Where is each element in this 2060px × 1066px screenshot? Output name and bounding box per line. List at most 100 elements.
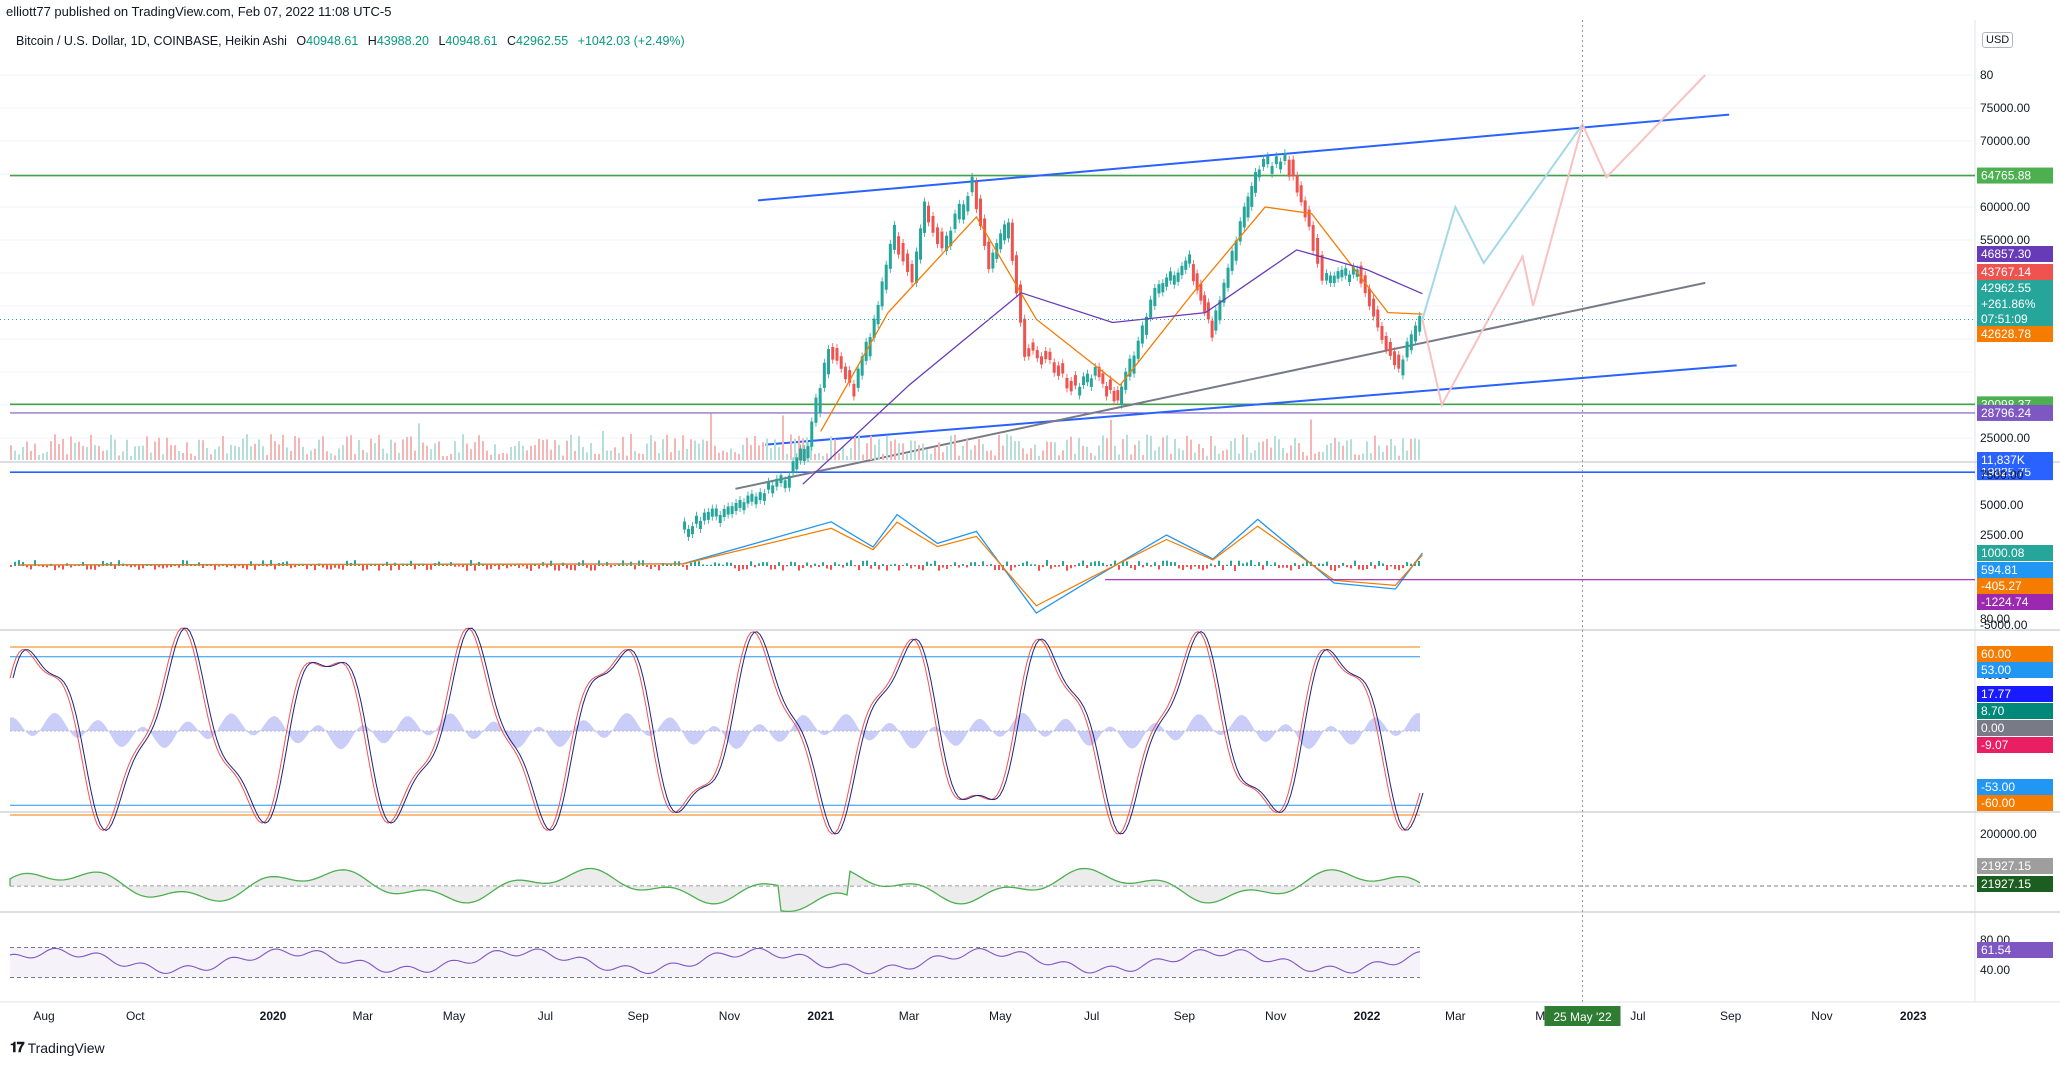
macd-hist-bar [806, 562, 808, 566]
volume-bar [778, 447, 780, 460]
macd-hist-bar [474, 565, 476, 571]
macd-hist-bar [1182, 565, 1184, 571]
time-axis-tick: Mar [899, 1009, 920, 1023]
high-label: H [367, 34, 377, 48]
currency-button[interactable]: USD [1982, 32, 2014, 48]
volume-bar [570, 434, 572, 460]
volume-bar [334, 455, 336, 460]
stoch-label: 0.00 [1981, 721, 2005, 735]
stoch-label: 17.77 [1981, 687, 2011, 701]
candle [949, 230, 953, 247]
macd-hist-bar [1306, 560, 1308, 566]
candle [1044, 351, 1048, 360]
price-axis-tick: 80 [1980, 68, 1994, 82]
macd-hist-bar [1038, 565, 1040, 571]
volume-bar [226, 453, 228, 460]
volume-bar [106, 450, 108, 460]
macd-hist-bar [1050, 565, 1052, 569]
candle [1210, 320, 1214, 338]
volume-bar [1374, 435, 1376, 460]
stoch-label-bg [1977, 703, 2053, 719]
macd-hist-bar [1018, 564, 1020, 566]
macd-hist-bar [854, 565, 856, 567]
macd-hist-bar [1398, 565, 1400, 571]
volume-bar [154, 441, 156, 460]
volume-bar [658, 453, 660, 460]
volume-bar [1394, 445, 1396, 460]
macd-axis-tick: 2500.00 [1980, 528, 2024, 542]
macd-hist-bar [454, 565, 456, 567]
volume-bar [1310, 419, 1312, 460]
price-label-bg [1977, 264, 2053, 280]
macd-hist-bar [1178, 565, 1180, 569]
time-axis-tick: Sep [627, 1009, 649, 1023]
candle [897, 236, 901, 255]
volume-bar [458, 452, 460, 460]
macd-hist-bar [1202, 565, 1204, 571]
vol-label: 21927.15 [1981, 877, 2031, 891]
macd-hist-bar [1366, 565, 1368, 570]
candle [1295, 175, 1299, 193]
price-label: 43767.14 [1981, 265, 2031, 279]
volume-bar [418, 423, 420, 460]
volume-bar [994, 455, 996, 460]
volume-bar [598, 454, 600, 460]
volume-bar [182, 452, 184, 460]
macd-hist-bar [26, 565, 28, 568]
macd-hist-bar [134, 565, 136, 567]
macd-hist-bar [646, 565, 648, 568]
volume-bar [1066, 439, 1068, 460]
volume-bar [398, 452, 400, 460]
time-axis-tick: Mar [352, 1009, 373, 1023]
volume-bar [1198, 443, 1200, 460]
volume-bar [586, 452, 588, 460]
macd-hist-bar [886, 565, 888, 571]
volume-bar [982, 444, 984, 460]
macd-hist-bar [102, 560, 104, 566]
macd-hist-bar [1210, 563, 1212, 566]
volume-bar [630, 434, 632, 460]
candle [1226, 267, 1230, 288]
volume-bar [902, 443, 904, 460]
volume-bar [218, 446, 220, 460]
macd-hist-bar [1094, 561, 1096, 566]
volume-bar [582, 446, 584, 460]
macd-hist-bar [1062, 561, 1064, 566]
volume-bar [78, 441, 80, 460]
footer-logo[interactable]: 𝟏𝟕 TradingView [10, 1039, 105, 1056]
stoch-label: -60.00 [1981, 796, 2015, 810]
volume-bar [50, 441, 52, 460]
macd-hist-bar [1342, 562, 1344, 566]
candle [839, 356, 843, 369]
volume-bar [830, 436, 832, 460]
macd-hist-bar [90, 565, 92, 570]
macd-hist-bar [1338, 565, 1340, 568]
rsi-label-bg [1977, 942, 2053, 958]
candle [795, 457, 799, 470]
macd-hist-bar [30, 565, 32, 570]
macd-hist-bar [1110, 564, 1112, 566]
macd-hist-bar [366, 565, 368, 570]
macd-hist-bar [930, 563, 932, 566]
volume-bar [1034, 444, 1036, 460]
volume-bar [214, 449, 216, 460]
volume-bar [1138, 440, 1140, 460]
macd-hist-bar [54, 565, 56, 571]
volume-bar [326, 451, 328, 460]
volume-bar [438, 441, 440, 460]
macd-hist-bar [358, 564, 360, 566]
macd-hist-bar [1406, 562, 1408, 566]
candle [953, 213, 957, 230]
volume-bar [530, 445, 532, 460]
volume-bar [274, 441, 276, 460]
stoch-label-bg [1977, 686, 2053, 702]
candle [957, 203, 961, 220]
candle [1048, 351, 1052, 360]
candle [1363, 275, 1367, 294]
macd-label-bg [1977, 594, 2053, 610]
volume-bar [978, 439, 980, 460]
macd-hist-bar [306, 565, 308, 570]
volume-bar [1330, 443, 1332, 460]
macd-hist-bar [814, 563, 816, 566]
